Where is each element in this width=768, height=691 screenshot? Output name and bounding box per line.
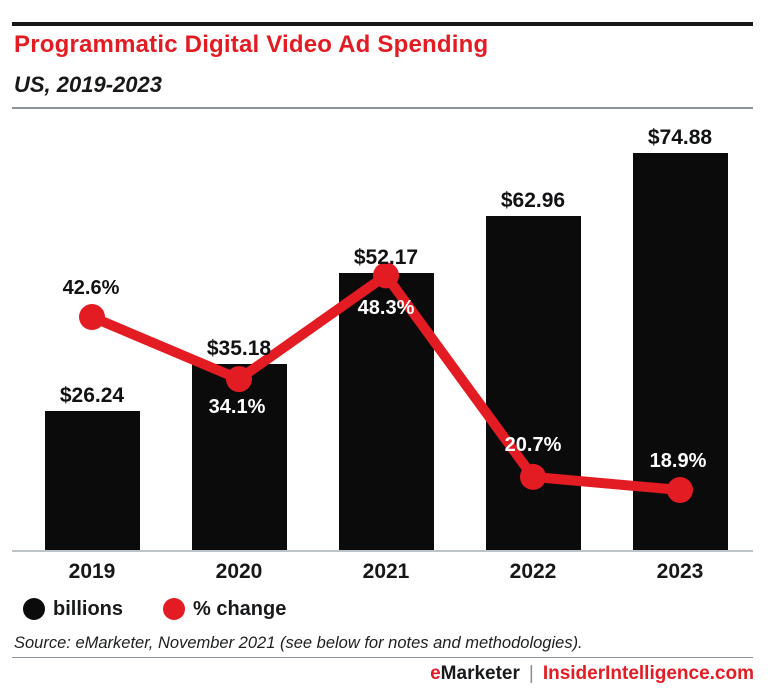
x-axis-label-2023: 2023	[656, 560, 704, 583]
bar-value-label-2020: $35.18	[206, 336, 272, 360]
pct-change-point-2019	[79, 304, 105, 331]
x-axis-label-2019: 2019	[68, 560, 116, 583]
bar-value-label-2022: $62.96	[500, 189, 566, 213]
chart-subtitle: US, 2019-2023	[14, 72, 162, 97]
chart-title: Programmatic Digital Video Ad Spending	[14, 31, 489, 58]
bar-2023	[632, 153, 728, 550]
pct-change-label-2021: 48.3%	[357, 297, 415, 320]
brand-emarketer-rest: Marketer	[440, 663, 520, 684]
pct-change-label-2020: 34.1%	[208, 396, 266, 419]
pct-change-label-2022: 20.7%	[504, 433, 562, 456]
x-axis-line	[12, 550, 753, 552]
pct-change-label-2023: 18.9%	[649, 450, 707, 473]
billions-legend-dot-icon	[23, 598, 45, 620]
chart-legend: billions % change	[23, 597, 286, 621]
bar-2019	[44, 410, 140, 550]
legend-label-pct-change: % change	[193, 597, 287, 620]
brand-separator: |	[528, 663, 534, 684]
brand-site-link[interactable]: InsiderIntelligence.com	[542, 663, 754, 684]
footer-divider	[12, 657, 753, 658]
header-divider	[12, 107, 753, 109]
pct-change-legend-dot-icon	[163, 598, 185, 620]
brand-footer: eMarketer | InsiderIntelligence.com	[430, 663, 754, 685]
source-note: Source: eMarketer, November 2021 (see be…	[14, 634, 583, 652]
top-divider	[12, 22, 753, 26]
x-axis-label-2020: 2020	[215, 560, 263, 583]
x-axis-label-2021: 2021	[362, 560, 410, 583]
bar-value-label-2021: $52.17	[353, 246, 419, 270]
brand-emarketer-e: e	[430, 663, 441, 684]
bar-value-label-2019: $26.24	[59, 383, 125, 407]
pct-change-label-2019: 42.6%	[62, 277, 120, 300]
legend-label-billions: billions	[53, 597, 123, 620]
x-axis-label-2022: 2022	[509, 560, 557, 583]
bar-2020	[191, 363, 287, 550]
bar-value-label-2023: $74.88	[647, 126, 713, 150]
bar-2022	[485, 216, 581, 550]
